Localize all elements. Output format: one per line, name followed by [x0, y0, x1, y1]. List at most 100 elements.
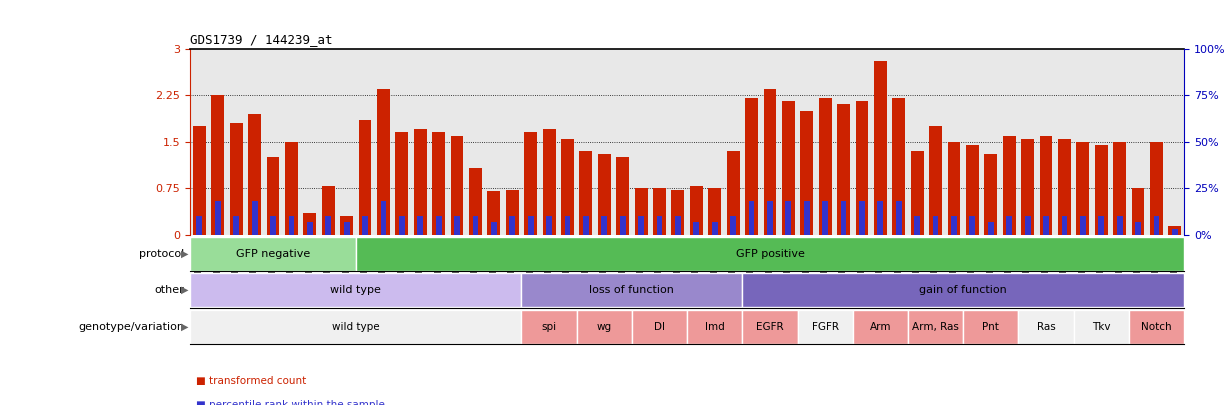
Bar	[822, 201, 828, 235]
Bar	[1074, 310, 1129, 343]
Bar	[969, 216, 975, 235]
Bar	[1025, 216, 1031, 235]
Bar	[1098, 216, 1104, 235]
Bar	[196, 216, 202, 235]
Bar	[908, 310, 963, 343]
Text: wild type: wild type	[330, 285, 382, 295]
Bar	[1168, 226, 1182, 235]
Bar	[620, 216, 626, 235]
Bar	[745, 98, 758, 235]
Bar	[730, 216, 736, 235]
Bar	[413, 129, 427, 235]
Bar	[417, 216, 423, 235]
Text: Dl: Dl	[654, 322, 665, 332]
Bar	[675, 216, 681, 235]
Bar	[377, 89, 390, 235]
Bar	[211, 95, 225, 235]
Bar	[325, 216, 331, 235]
Bar	[399, 216, 405, 235]
Bar	[307, 222, 313, 235]
Bar	[436, 216, 442, 235]
Bar	[233, 216, 239, 235]
Bar	[303, 213, 317, 235]
Bar	[561, 139, 574, 235]
Bar	[321, 186, 335, 235]
Bar	[1080, 216, 1086, 235]
Bar	[380, 201, 387, 235]
Bar	[767, 201, 773, 235]
Bar	[616, 157, 629, 235]
Bar	[509, 216, 515, 235]
Bar	[951, 216, 957, 235]
Text: wild type: wild type	[333, 322, 379, 332]
Text: GDS1739 / 144239_at: GDS1739 / 144239_at	[190, 33, 333, 46]
Bar	[362, 216, 368, 235]
Bar	[634, 188, 648, 235]
Bar	[598, 154, 611, 235]
Bar	[1113, 142, 1126, 235]
Bar	[469, 168, 482, 235]
Bar	[726, 151, 740, 235]
Bar	[579, 151, 593, 235]
Bar	[528, 216, 534, 235]
Bar	[450, 136, 464, 235]
Bar	[288, 216, 294, 235]
Bar	[1135, 222, 1141, 235]
Bar	[763, 89, 777, 235]
Bar	[708, 188, 721, 235]
Bar	[601, 216, 607, 235]
Bar	[1006, 216, 1012, 235]
Bar	[693, 222, 699, 235]
Bar	[963, 310, 1018, 343]
Bar	[1076, 142, 1090, 235]
Bar	[344, 222, 350, 235]
Bar	[804, 201, 810, 235]
Bar	[190, 273, 521, 307]
Bar	[285, 142, 298, 235]
Bar	[577, 310, 632, 343]
Bar	[785, 201, 791, 235]
Bar	[229, 123, 243, 235]
Bar	[910, 151, 924, 235]
Bar	[800, 111, 814, 235]
Bar	[984, 154, 998, 235]
Bar	[818, 98, 832, 235]
Bar	[521, 310, 577, 343]
Bar	[340, 216, 353, 235]
Bar	[1021, 139, 1034, 235]
Bar	[656, 216, 663, 235]
Bar	[782, 101, 795, 235]
Bar	[564, 216, 571, 235]
Text: gain of function: gain of function	[919, 285, 1007, 295]
Text: ▶: ▶	[182, 249, 189, 259]
Bar	[266, 157, 280, 235]
Bar	[542, 129, 556, 235]
Bar	[874, 61, 887, 235]
Bar	[892, 98, 906, 235]
Bar	[853, 310, 908, 343]
Bar	[356, 237, 1184, 271]
Text: genotype/variation: genotype/variation	[79, 322, 184, 332]
Bar	[487, 192, 501, 235]
Bar	[521, 273, 742, 307]
Bar	[546, 216, 552, 235]
Bar	[193, 126, 206, 235]
Bar	[190, 310, 521, 343]
Text: ▶: ▶	[182, 285, 189, 295]
Bar	[1117, 216, 1123, 235]
Bar	[215, 201, 221, 235]
Bar	[1061, 216, 1067, 235]
Bar	[1131, 188, 1145, 235]
Text: wg: wg	[596, 322, 612, 332]
Bar	[690, 186, 703, 235]
Text: Tkv: Tkv	[1092, 322, 1110, 332]
Bar	[1002, 136, 1016, 235]
Bar	[472, 216, 479, 235]
Bar	[395, 132, 409, 235]
Bar	[1039, 136, 1053, 235]
Bar	[859, 201, 865, 235]
Bar	[252, 201, 258, 235]
Bar	[837, 104, 850, 235]
Bar	[190, 237, 356, 271]
Text: Imd: Imd	[704, 322, 725, 332]
